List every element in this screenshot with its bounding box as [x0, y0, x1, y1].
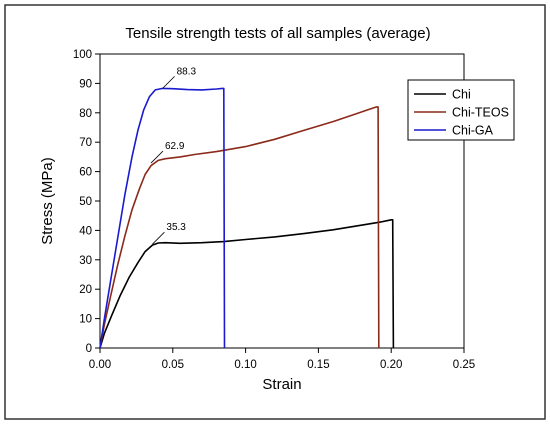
chart-title: Tensile strength tests of all samples (a…	[125, 25, 430, 42]
y-tick-label: 50	[79, 196, 92, 208]
y-tick-label: 10	[79, 314, 92, 326]
x-tick-label: 0.20	[380, 359, 402, 371]
legend-entries: Chi Chi-TEOS Chi-GA	[414, 88, 509, 138]
y-axis-label: Stress (MPa)	[39, 157, 56, 245]
x-tick-label: 0.15	[307, 359, 329, 371]
x-tick-label: 0.00	[89, 359, 111, 371]
series-line-chi-ga	[99, 87, 226, 349]
annotation-label: 35.3	[166, 222, 186, 233]
y-tick-label: 70	[79, 137, 92, 149]
y-tick-label: 90	[79, 78, 92, 90]
legend-label: Chi	[452, 88, 471, 102]
series-line-chi	[99, 219, 395, 349]
figure-frame	[4, 4, 546, 420]
x-tick-label: 0.25	[453, 359, 475, 371]
annotation-leader	[150, 150, 164, 164]
y-tick-label: 100	[73, 49, 92, 61]
annotation-leader	[152, 231, 165, 245]
y-tick-label: 20	[79, 284, 92, 296]
y-tick-label: 0	[86, 343, 92, 355]
x-tick-label: 0.05	[162, 359, 184, 371]
data-series	[99, 87, 395, 349]
legend-label: Chi-TEOS	[452, 106, 509, 120]
annotation-label: 62.9	[165, 141, 185, 152]
y-tick-label: 30	[79, 255, 92, 267]
x-tick-label: 0.10	[234, 359, 256, 371]
peak-annotations: 88.3 62.9 35.3	[150, 66, 197, 245]
annotation-leader	[162, 76, 175, 89]
y-tick-label: 80	[79, 108, 92, 120]
y-tick-label: 60	[79, 167, 92, 179]
legend: Chi Chi-TEOS Chi-GA	[407, 79, 515, 141]
axis-ticks: 0.00 0.05 0.10 0.15 0.20 0.25 0 10 20 30 40 50 60 70 8…	[73, 49, 475, 371]
legend-label: Chi-GA	[452, 124, 494, 138]
annotation-label: 88.3	[177, 66, 197, 77]
x-axis-label: Strain	[262, 376, 301, 393]
y-tick-label: 40	[79, 225, 92, 237]
series-line-chi-teos	[99, 106, 380, 349]
